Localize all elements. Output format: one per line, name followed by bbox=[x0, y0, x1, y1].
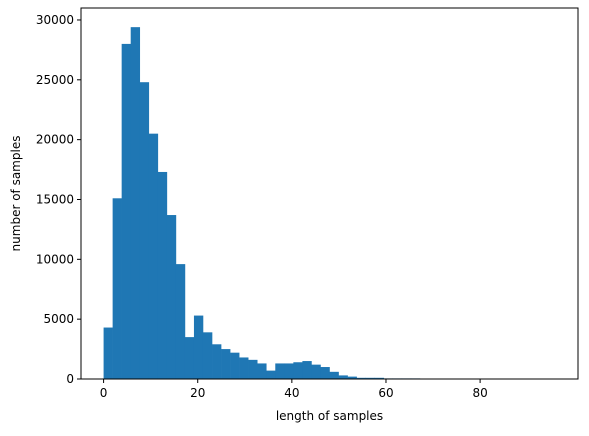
histogram-bar bbox=[302, 361, 311, 379]
histogram-bar bbox=[230, 353, 239, 379]
x-tick-label: 0 bbox=[100, 386, 108, 400]
histogram-bar bbox=[113, 198, 122, 379]
histogram-bar bbox=[339, 375, 348, 379]
histogram-bar bbox=[104, 328, 113, 379]
histogram-bar bbox=[158, 172, 167, 379]
y-axis-label: number of samples bbox=[9, 136, 23, 252]
histogram-bar bbox=[248, 360, 257, 379]
histogram-bar bbox=[275, 363, 284, 379]
x-tick-label: 80 bbox=[472, 386, 487, 400]
y-tick-label: 0 bbox=[66, 372, 74, 386]
histogram-bar bbox=[221, 349, 230, 379]
y-tick-label: 15000 bbox=[36, 192, 74, 206]
histogram-bar bbox=[122, 44, 131, 379]
x-tick-label: 40 bbox=[284, 386, 299, 400]
y-tick-label: 25000 bbox=[36, 73, 74, 87]
x-tick-label: 60 bbox=[378, 386, 393, 400]
histogram-bar bbox=[176, 264, 185, 379]
histogram-bar bbox=[257, 363, 266, 379]
histogram-bar bbox=[293, 362, 302, 379]
histogram-bar bbox=[320, 367, 329, 379]
histogram-bar bbox=[266, 371, 275, 379]
x-ticks-group: 0 20 40 60 80 bbox=[100, 379, 488, 400]
y-tick-label: 10000 bbox=[36, 252, 74, 266]
histogram-bar bbox=[194, 316, 203, 379]
histogram-bar bbox=[167, 215, 176, 379]
histogram-bar bbox=[185, 337, 194, 379]
histogram-bar bbox=[212, 344, 221, 379]
histogram-bar bbox=[131, 27, 140, 379]
x-tick-label: 20 bbox=[190, 386, 205, 400]
y-tick-label: 20000 bbox=[36, 133, 74, 147]
y-tick-label: 5000 bbox=[43, 312, 74, 326]
histogram-bar bbox=[203, 332, 212, 379]
histogram-bar bbox=[311, 365, 320, 379]
y-ticks-group: 0 5000 10000 15000 20000 25000 30000 bbox=[36, 13, 81, 386]
histogram-bar bbox=[239, 357, 248, 379]
histogram-bar bbox=[330, 372, 339, 379]
x-axis-label: length of samples bbox=[276, 409, 383, 423]
histogram-bar bbox=[284, 363, 293, 379]
histogram-bar bbox=[149, 134, 158, 379]
histogram-bar bbox=[140, 82, 149, 379]
y-tick-label: 30000 bbox=[36, 13, 74, 27]
